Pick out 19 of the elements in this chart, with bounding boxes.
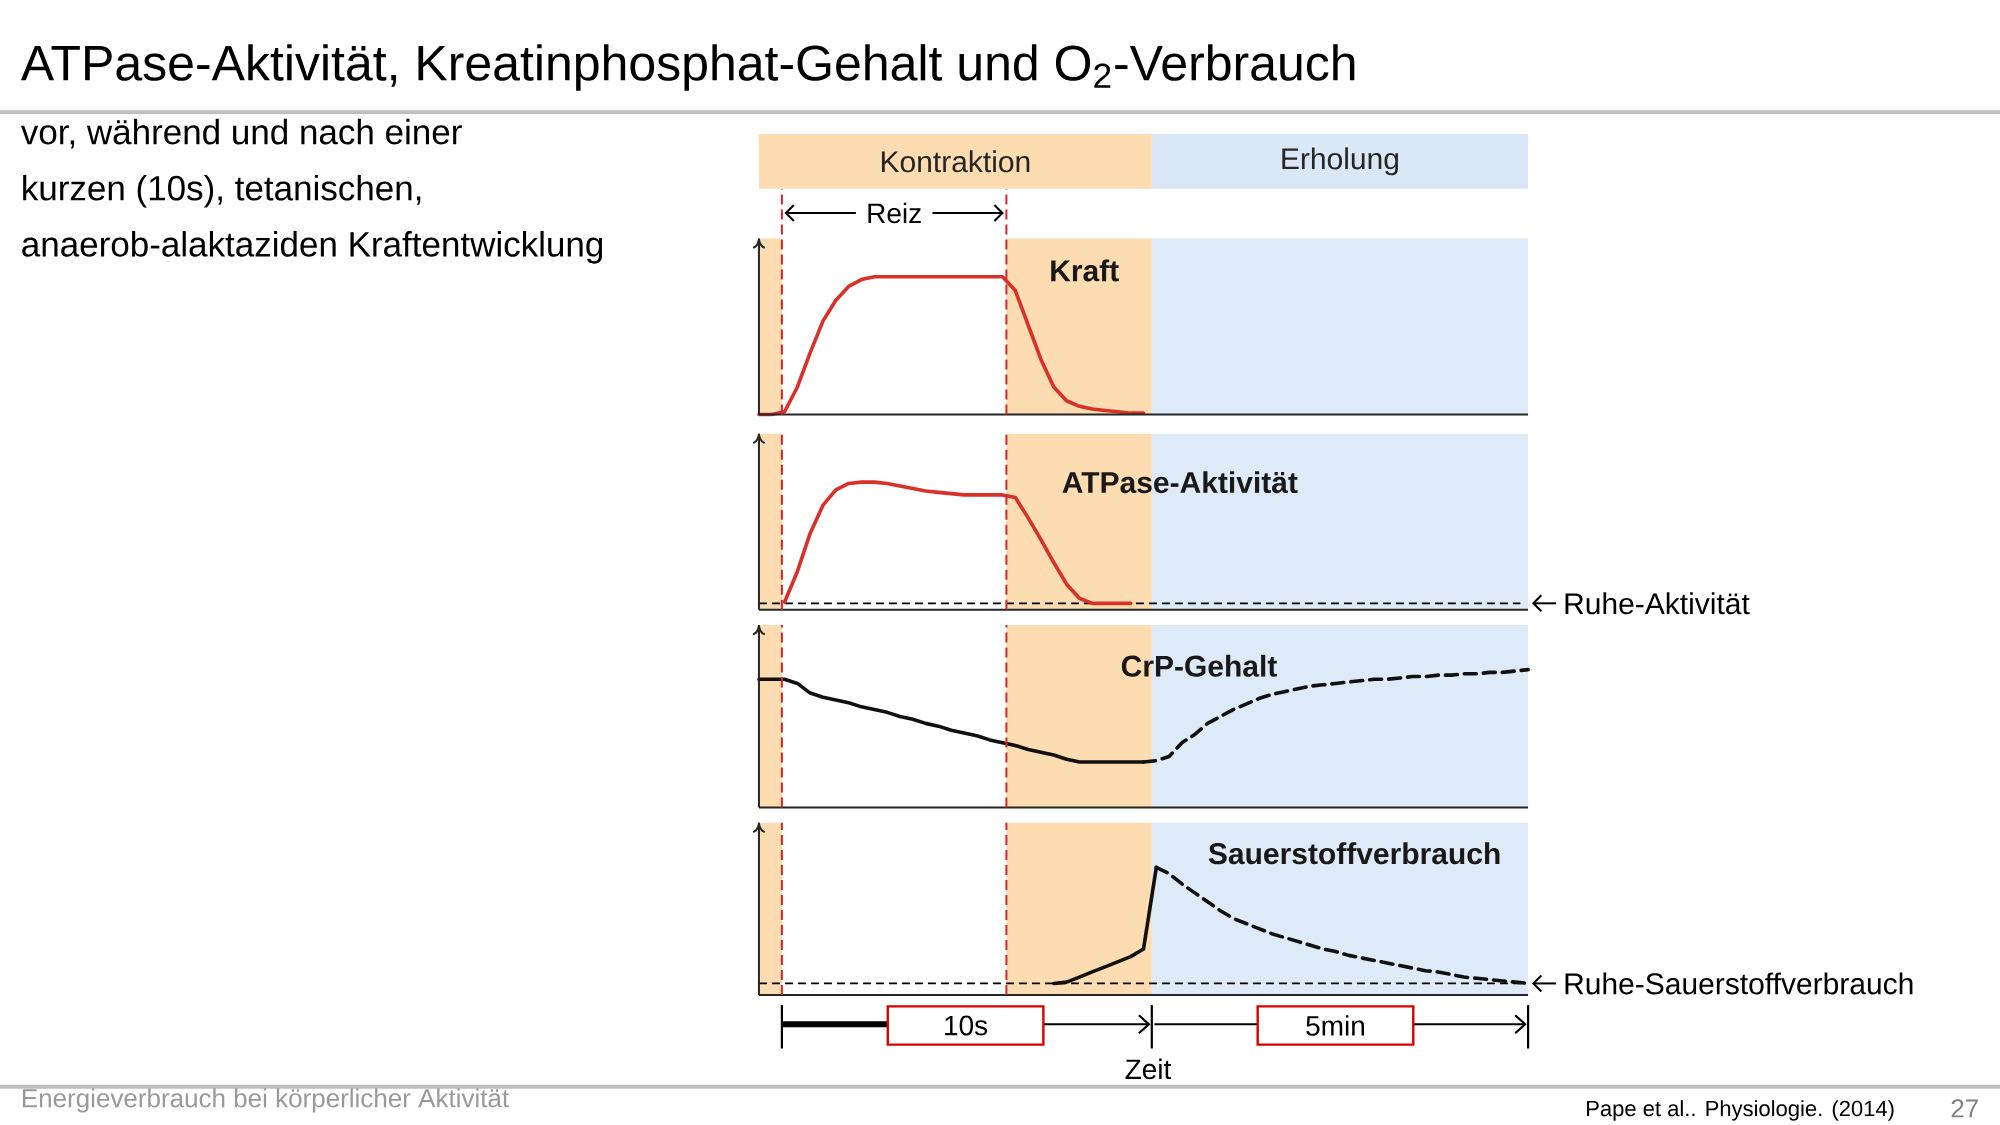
- chart-title: ATPase-Aktivität: [1062, 471, 1298, 494]
- text: 10s: [945, 1015, 988, 1036]
- text: Erholung: [1282, 147, 1399, 176]
- ref-line-label: Ruhe-Sauerstoffverbrauch: [1565, 972, 1913, 995]
- text: Zeit: [1125, 1058, 1172, 1080]
- text: Pape et al.. Physiologie. (2014): [1587, 1100, 1894, 1121]
- text: anaerob-alaktaziden Kraftentwicklung: [22, 231, 603, 264]
- chart-title: Kraft: [1051, 259, 1119, 282]
- text: Reiz: [868, 202, 921, 224]
- ref-line-label: Ruhe-Aktivität: [1565, 592, 1750, 615]
- chart-title: Sauerstoffverbrauch: [1208, 842, 1500, 865]
- text: vor, während und nach einer: [20, 118, 462, 149]
- text: Energieverbrauch bei körperlicher Aktivität: [22, 1088, 509, 1113]
- chart-title: CrP-Gehalt: [1121, 654, 1277, 677]
- text: Kontraktion: [881, 150, 1030, 173]
- text: ATPase-Aktivität, Kreatinphosphat-Gehalt und O$_{2}$-Verbrauch: [20, 44, 1355, 91]
- text: 27: [1951, 1099, 1978, 1118]
- text: 5min: [1306, 1015, 1365, 1036]
- text: kurzen (10s), tetanischen,: [23, 174, 421, 208]
